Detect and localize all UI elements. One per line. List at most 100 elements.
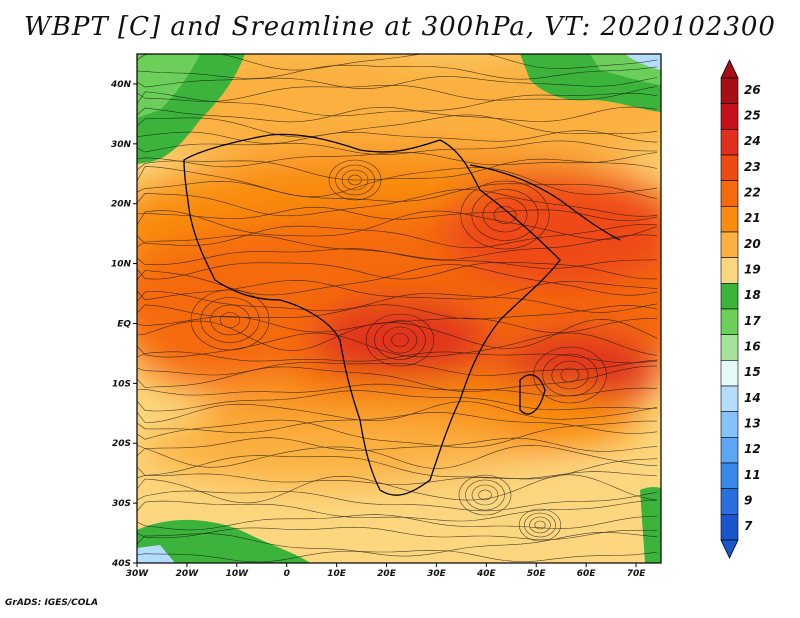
colorbar-swatch bbox=[720, 411, 739, 438]
streamline bbox=[137, 248, 658, 269]
streamline bbox=[137, 140, 658, 155]
streamline bbox=[137, 291, 658, 313]
streamline bbox=[137, 188, 658, 217]
lon-label: 20E bbox=[377, 569, 397, 579]
colorbar-swatch bbox=[720, 129, 739, 156]
streamline bbox=[137, 64, 658, 80]
lon-label: 70E bbox=[627, 569, 647, 579]
streamline bbox=[137, 152, 658, 168]
streamline bbox=[137, 206, 658, 222]
longitude-axis: 30W 20W 10W 0 10E 20E 30E 40E 50E 60E 70E bbox=[126, 563, 646, 579]
colorbar-swatch bbox=[720, 334, 739, 361]
colorbar: 26 25 24 23 22 21 20 19 18 17 16 15 14 13 12 11 9 7 bbox=[720, 59, 761, 559]
streamline bbox=[137, 158, 658, 181]
colorbar-swatch bbox=[720, 308, 739, 335]
lat-label: 10N bbox=[111, 260, 132, 270]
streamline bbox=[137, 444, 658, 469]
colorbar-top-arrow bbox=[720, 59, 739, 79]
streamline bbox=[137, 437, 658, 452]
colorbar-label: 23 bbox=[744, 160, 761, 174]
lon-label: 10W bbox=[226, 569, 250, 579]
streamline-vortex bbox=[341, 169, 369, 191]
latitude-axis: 40N 30N 20N 10N EQ 10S 20S 30S 40S bbox=[110, 80, 137, 569]
colorbar-swatch bbox=[720, 385, 739, 412]
lat-label: EQ bbox=[117, 319, 131, 329]
streamline bbox=[137, 401, 658, 423]
streamline-vortex bbox=[534, 520, 546, 530]
colorbar-swatch bbox=[720, 514, 739, 541]
streamline bbox=[137, 304, 658, 320]
streamline-vortex bbox=[560, 367, 580, 383]
colorbar-label: 12 bbox=[744, 442, 761, 456]
colorbar-label: 17 bbox=[744, 314, 761, 328]
streamline-vortex bbox=[391, 333, 409, 347]
streamline-vortex bbox=[348, 174, 362, 186]
streamline bbox=[137, 474, 658, 504]
lon-label: 0 bbox=[284, 569, 290, 579]
streamline bbox=[137, 114, 658, 138]
colorbar-label: 22 bbox=[744, 186, 761, 200]
colorbar-label: 9 bbox=[744, 494, 752, 508]
streamline bbox=[137, 332, 658, 358]
streamline-vortex bbox=[190, 289, 270, 351]
streamline bbox=[137, 351, 658, 364]
streamline bbox=[137, 224, 658, 249]
lat-label: 30N bbox=[111, 140, 132, 150]
colorbar-label: 20 bbox=[744, 237, 761, 251]
streamline-vortex bbox=[219, 312, 241, 328]
streamline-vortex bbox=[529, 516, 551, 534]
streamline bbox=[137, 210, 658, 240]
colorbar-label: 21 bbox=[744, 211, 761, 225]
streamline-vortex bbox=[542, 353, 598, 397]
streamline-vortex bbox=[460, 180, 550, 250]
colorbar-swatch bbox=[720, 77, 739, 104]
streamline bbox=[137, 76, 658, 89]
colorbar-label: 13 bbox=[744, 417, 761, 431]
streamline bbox=[137, 531, 658, 557]
colorbar-bottom-arrow bbox=[720, 539, 739, 559]
colorbar-label: 14 bbox=[744, 391, 761, 405]
lat-label: 40N bbox=[110, 80, 132, 90]
streamline-vortex bbox=[365, 313, 435, 367]
colorbar-swatch bbox=[720, 360, 739, 387]
colorbar-label: 18 bbox=[744, 288, 761, 302]
streamline bbox=[137, 412, 658, 434]
lat-label: 40S bbox=[111, 559, 131, 569]
streamline bbox=[137, 499, 658, 522]
streamline-vortex bbox=[335, 164, 375, 196]
lon-label: 30W bbox=[126, 569, 150, 579]
lon-label: 30E bbox=[427, 569, 447, 579]
map-title: WBPT [C] and Sreamline at 300hPa, VT: 20… bbox=[24, 12, 776, 42]
streamline-vortex bbox=[471, 484, 499, 506]
colorbar-label: 24 bbox=[744, 134, 761, 148]
colorbar-label: 11 bbox=[744, 468, 761, 482]
streamline bbox=[137, 84, 658, 102]
colorbar-swatch bbox=[720, 206, 739, 233]
streamline bbox=[137, 471, 658, 485]
lat-label: 30S bbox=[112, 499, 131, 509]
streamline-vortex bbox=[328, 159, 382, 201]
streamline bbox=[137, 390, 658, 412]
streamline-vortex bbox=[493, 206, 517, 224]
plot-frame bbox=[136, 53, 662, 564]
colorbar-swatch bbox=[720, 283, 739, 310]
streamline bbox=[137, 130, 658, 144]
colorbar-swatch bbox=[720, 154, 739, 181]
lat-label: 10S bbox=[112, 379, 131, 389]
lon-label: 40E bbox=[476, 569, 497, 579]
streamline-vortex bbox=[458, 474, 512, 516]
streamline bbox=[137, 54, 658, 71]
streamline bbox=[137, 166, 658, 198]
streamline bbox=[137, 365, 657, 392]
lon-label: 60E bbox=[577, 569, 597, 579]
streamline-vortex bbox=[518, 508, 562, 542]
colorbar-label: 19 bbox=[744, 263, 761, 277]
streamline-vortex bbox=[465, 479, 505, 511]
colorbar-label: 15 bbox=[744, 365, 761, 379]
streamline-vortex bbox=[200, 297, 260, 343]
lat-label: 20N bbox=[111, 200, 132, 210]
colorbar-label: 26 bbox=[744, 83, 761, 97]
streamline-vortex bbox=[524, 512, 556, 538]
lon-label: 20W bbox=[176, 569, 200, 579]
streamline-vortex bbox=[382, 326, 418, 354]
